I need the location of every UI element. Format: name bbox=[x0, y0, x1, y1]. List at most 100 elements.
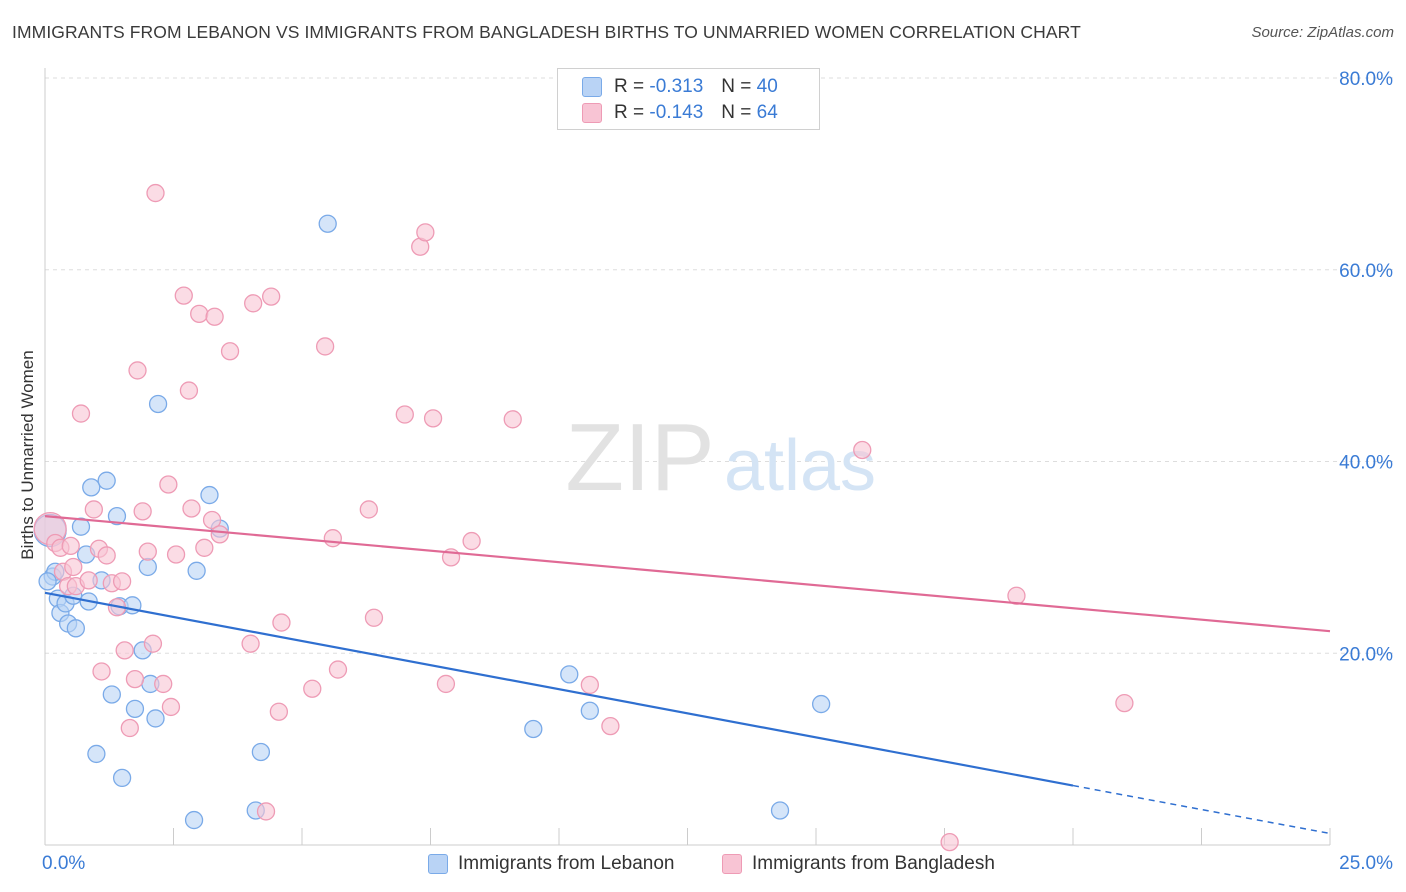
bangladesh-point bbox=[423, 409, 443, 428]
lebanon-trend-line bbox=[44, 591, 1074, 787]
bangladesh-point bbox=[244, 294, 263, 313]
lebanon-point bbox=[138, 557, 157, 577]
bangladesh-point bbox=[256, 802, 276, 821]
bangladesh-point bbox=[1115, 693, 1134, 713]
bangladesh-point bbox=[205, 307, 224, 326]
bangladesh-point bbox=[436, 674, 456, 694]
bangladesh-point bbox=[61, 536, 80, 556]
bangladesh-point bbox=[241, 634, 260, 653]
bangladesh-point bbox=[125, 669, 145, 689]
bangladesh-point bbox=[154, 674, 173, 694]
bangladesh-point bbox=[503, 410, 522, 429]
lebanon-point bbox=[251, 742, 271, 762]
bangladesh-point bbox=[202, 510, 222, 530]
legend-row-bangladesh: R = -0.143 N = 64 bbox=[582, 101, 778, 125]
bangladesh-point bbox=[940, 832, 959, 852]
bangladesh-point bbox=[359, 500, 378, 519]
lebanon-point bbox=[318, 214, 337, 233]
bangladesh-point bbox=[262, 287, 281, 306]
bangladesh-point bbox=[79, 571, 98, 590]
bangladesh-point bbox=[601, 716, 620, 736]
source-label: Source: ZipAtlas.com bbox=[1251, 24, 1394, 41]
bangladesh-point bbox=[92, 662, 111, 681]
lebanon-point bbox=[66, 619, 85, 638]
bangladesh-point bbox=[138, 542, 157, 561]
bangladesh-point bbox=[315, 337, 335, 356]
y-tick-label: 20.0% bbox=[1339, 644, 1393, 665]
trend-lines bbox=[44, 515, 1331, 835]
bangladesh-point bbox=[328, 660, 348, 679]
lebanon-point bbox=[97, 471, 116, 490]
lebanon-point bbox=[184, 810, 204, 830]
stats-legend: R = -0.313 N = 40 R = -0.143 N = 64 bbox=[557, 68, 820, 130]
lebanon-trend-extension bbox=[1072, 784, 1331, 835]
bangladesh-point bbox=[303, 679, 322, 698]
bangladesh-point bbox=[112, 572, 132, 591]
lebanon-point bbox=[82, 478, 101, 497]
axes bbox=[44, 68, 1331, 846]
bangladesh-point bbox=[190, 304, 209, 324]
bangladesh-point bbox=[182, 499, 201, 518]
bangladesh-point bbox=[146, 183, 165, 203]
bangladesh-point bbox=[174, 286, 193, 305]
bangladesh-point bbox=[210, 525, 229, 544]
lebanon-n-label: N = bbox=[721, 76, 752, 97]
tick-labels: 20.0% 40.0% 60.0% 80.0% 0.0% 25.0% bbox=[42, 69, 1393, 874]
bangladesh-point bbox=[323, 529, 342, 548]
bangladesh-point bbox=[97, 546, 116, 565]
bangladesh-point bbox=[133, 502, 152, 521]
y-tick-label: 60.0% bbox=[1339, 261, 1393, 282]
y-tick-label: 80.0% bbox=[1339, 69, 1393, 90]
watermark-zip: ZIP bbox=[565, 404, 714, 511]
lebanon-point bbox=[148, 394, 168, 414]
bangladesh-point bbox=[166, 545, 186, 564]
lebanon-r-label: R = bbox=[614, 76, 645, 97]
series-legend-lebanon: Immigrants from Lebanon bbox=[428, 850, 675, 878]
bangladesh-point bbox=[462, 531, 481, 551]
lebanon-point bbox=[71, 517, 91, 536]
lebanon-point bbox=[107, 506, 127, 526]
bangladesh-point bbox=[220, 342, 240, 361]
bangladesh-point bbox=[84, 500, 103, 519]
bangladesh-point bbox=[161, 697, 181, 717]
lebanon-point bbox=[580, 701, 599, 720]
grid bbox=[45, 77, 1395, 654]
lebanon-point bbox=[125, 699, 145, 719]
lebanon-point bbox=[102, 685, 121, 704]
x-tick-label-min: 0.0% bbox=[42, 853, 85, 874]
lebanon-swatch bbox=[582, 77, 602, 97]
bangladesh-point bbox=[71, 404, 91, 423]
bangladesh-n-value: 64 bbox=[756, 102, 778, 123]
bangladesh-point bbox=[195, 538, 214, 557]
lebanon-legend-label: Immigrants from Lebanon bbox=[458, 853, 675, 874]
bangladesh-point bbox=[159, 475, 178, 494]
series-legend-bangladesh: Immigrants from Bangladesh bbox=[722, 850, 995, 878]
lebanon-r-value: -0.313 bbox=[649, 76, 704, 97]
lebanon-point bbox=[112, 768, 132, 788]
lebanon-point bbox=[770, 801, 790, 820]
bangladesh-point bbox=[120, 718, 139, 738]
bangladesh-legend-swatch bbox=[722, 854, 742, 874]
bangladesh-point bbox=[179, 381, 199, 400]
lebanon-point bbox=[38, 572, 57, 591]
bangladesh-point bbox=[269, 702, 289, 721]
lebanon-point bbox=[560, 665, 579, 684]
bangladesh-r-value: -0.143 bbox=[649, 102, 704, 123]
legend-row-lebanon: R = -0.313 N = 40 bbox=[582, 75, 778, 99]
lebanon-legend-swatch bbox=[428, 854, 448, 874]
lebanon-point bbox=[200, 485, 219, 505]
x-tick-label-max: 25.0% bbox=[1339, 853, 1393, 874]
lebanon-point bbox=[187, 561, 206, 580]
bangladesh-r-label: R = bbox=[614, 102, 645, 123]
chart-title: IMMIGRANTS FROM LEBANON VS IMMIGRANTS FR… bbox=[12, 22, 1081, 42]
lebanon-n-value: 40 bbox=[756, 76, 778, 97]
bangladesh-point bbox=[128, 361, 147, 380]
lebanon-point bbox=[811, 694, 831, 714]
bangladesh-point bbox=[364, 608, 384, 627]
bangladesh-n-label: N = bbox=[721, 102, 752, 123]
bangladesh-legend-label: Immigrants from Bangladesh bbox=[752, 853, 995, 874]
bangladesh-point bbox=[853, 440, 872, 460]
bangladesh-point bbox=[115, 641, 134, 660]
bangladesh-point bbox=[272, 613, 291, 632]
